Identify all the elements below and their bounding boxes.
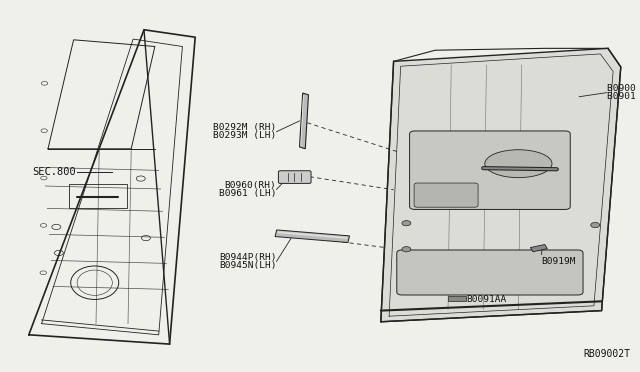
Polygon shape: [277, 231, 348, 239]
Bar: [69, 184, 127, 208]
Text: B0960(RH): B0960(RH): [225, 181, 276, 190]
Text: B0945N(LH): B0945N(LH): [219, 261, 276, 270]
Circle shape: [402, 221, 411, 226]
Polygon shape: [300, 93, 308, 149]
FancyBboxPatch shape: [278, 171, 311, 183]
Text: B0961 (LH): B0961 (LH): [219, 189, 276, 198]
Circle shape: [591, 222, 600, 228]
Ellipse shape: [485, 150, 552, 177]
Circle shape: [402, 247, 411, 252]
Polygon shape: [381, 48, 621, 322]
FancyBboxPatch shape: [397, 250, 583, 295]
Bar: [448, 296, 466, 301]
Text: RB09002T: RB09002T: [584, 349, 630, 359]
FancyBboxPatch shape: [410, 131, 570, 209]
Polygon shape: [531, 244, 547, 252]
Text: B0292M (RH): B0292M (RH): [213, 123, 276, 132]
Text: B0901 (LH): B0901 (LH): [607, 92, 640, 101]
Text: B0091AA: B0091AA: [466, 295, 506, 304]
FancyBboxPatch shape: [414, 183, 478, 207]
Polygon shape: [275, 230, 349, 243]
Text: B0900 (RH): B0900 (RH): [607, 84, 640, 93]
Text: B0919M: B0919M: [541, 257, 575, 266]
Text: SEC.800: SEC.800: [32, 167, 76, 177]
Text: B0944P(RH): B0944P(RH): [219, 253, 276, 262]
Text: B0293M (LH): B0293M (LH): [213, 131, 276, 140]
